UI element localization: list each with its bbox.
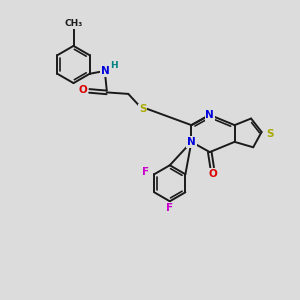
- Text: F: F: [166, 203, 173, 213]
- Text: CH₃: CH₃: [64, 20, 82, 28]
- Text: S: S: [139, 104, 146, 115]
- Text: O: O: [78, 85, 87, 95]
- Text: F: F: [142, 167, 149, 177]
- Text: N: N: [101, 66, 110, 76]
- Text: S: S: [266, 129, 274, 140]
- Text: H: H: [110, 61, 117, 70]
- Text: N: N: [206, 110, 214, 120]
- Text: N: N: [187, 137, 196, 147]
- Text: O: O: [209, 169, 218, 179]
